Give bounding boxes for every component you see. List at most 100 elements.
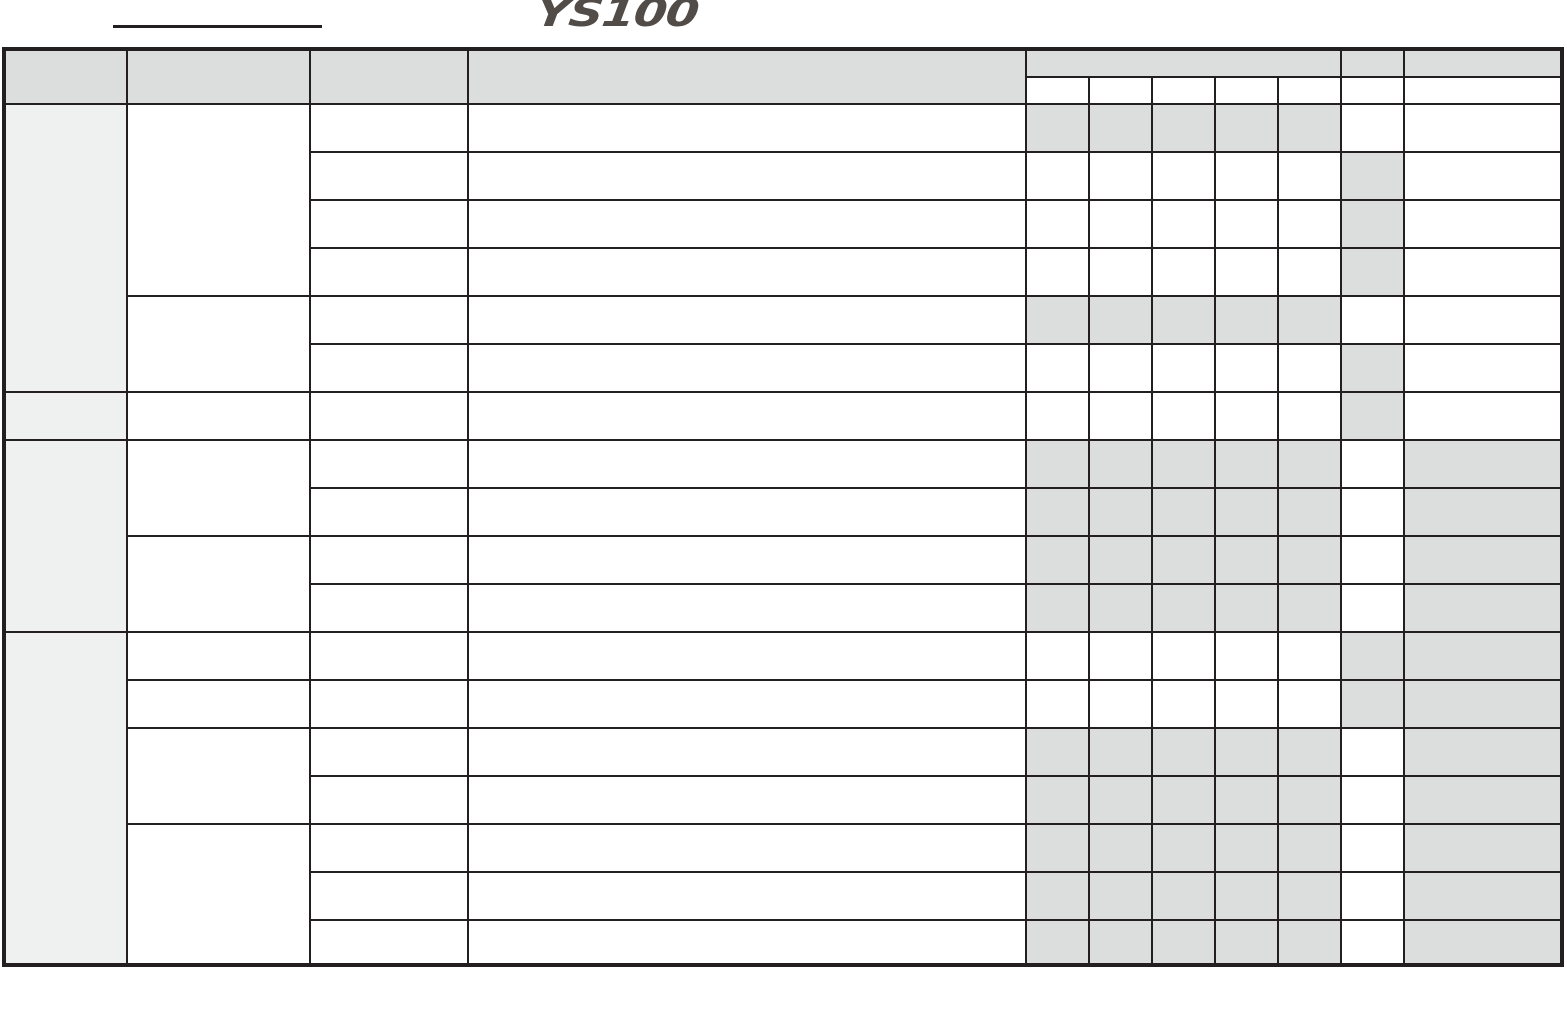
interval-cell-3 xyxy=(1151,439,1216,489)
interval-cell-2 xyxy=(1088,775,1153,825)
interval-cell-3 xyxy=(1151,391,1216,441)
extra-cell xyxy=(1340,823,1405,873)
interval-cell-4 xyxy=(1214,487,1279,537)
extra-cell xyxy=(1340,775,1405,825)
interval-cell-1 xyxy=(1025,391,1090,441)
interval-cell-3 xyxy=(1151,535,1216,585)
interval-cell-2 xyxy=(1088,439,1153,489)
header-description xyxy=(467,48,1027,105)
description-cell xyxy=(467,391,1027,441)
sub-item-cell xyxy=(309,391,469,441)
remarks-cell xyxy=(1403,871,1563,921)
interval-cell-5 xyxy=(1277,535,1342,585)
sub-item-cell xyxy=(309,343,469,393)
interval-cell-2 xyxy=(1088,391,1153,441)
sub-item-cell xyxy=(309,679,469,729)
interval-cell-5 xyxy=(1277,919,1342,966)
description-cell xyxy=(467,103,1027,153)
interval-cell-1 xyxy=(1025,247,1090,297)
interval-cell-1 xyxy=(1025,103,1090,153)
table-row xyxy=(4,535,1563,633)
remarks-cell xyxy=(1403,343,1563,393)
remarks-cell xyxy=(1403,535,1563,585)
interval-cell-4 xyxy=(1214,199,1279,249)
remarks-cell xyxy=(1403,679,1563,729)
description-cell xyxy=(467,679,1027,729)
table-row xyxy=(4,919,1563,966)
sub-item-cell xyxy=(309,871,469,921)
item-cell xyxy=(126,679,311,729)
interval-cell-4 xyxy=(1214,583,1279,633)
header-interval-3 xyxy=(1151,76,1216,105)
sub-item-cell xyxy=(309,295,469,345)
sub-item-cell xyxy=(309,583,469,633)
table-row xyxy=(4,487,1563,537)
interval-cell-1 xyxy=(1025,679,1090,729)
table-row xyxy=(3,103,1563,393)
table-row xyxy=(4,247,1563,297)
sub-item-cell xyxy=(309,247,469,297)
interval-cell-4 xyxy=(1214,295,1279,345)
remarks-cell xyxy=(1403,583,1563,633)
remarks-cell xyxy=(1403,775,1563,825)
description-cell xyxy=(467,583,1027,633)
remarks-cell xyxy=(1403,247,1563,297)
item-cell xyxy=(126,439,311,537)
table-row xyxy=(4,871,1563,921)
interval-cell-5 xyxy=(1277,487,1342,537)
description-cell xyxy=(467,823,1027,873)
interval-cell-3 xyxy=(1151,919,1216,966)
interval-cell-1 xyxy=(1025,439,1090,489)
description-cell xyxy=(467,535,1027,585)
interval-cell-3 xyxy=(1151,103,1216,153)
remarks-cell xyxy=(1403,487,1563,537)
extra-cell xyxy=(1340,631,1405,681)
interval-cell-4 xyxy=(1214,343,1279,393)
interval-cell-4 xyxy=(1214,631,1279,681)
table-row xyxy=(4,727,1563,825)
interval-cell-1 xyxy=(1025,823,1090,873)
header-item xyxy=(126,48,311,105)
table-row xyxy=(4,679,1563,729)
interval-cell-2 xyxy=(1088,103,1153,153)
interval-cell-2 xyxy=(1088,487,1153,537)
interval-cell-5 xyxy=(1277,631,1342,681)
remarks-cell xyxy=(1403,295,1563,345)
interval-cell-1 xyxy=(1025,583,1090,633)
header-sub-item xyxy=(309,48,469,105)
interval-cell-5 xyxy=(1277,679,1342,729)
interval-cell-5 xyxy=(1277,439,1342,489)
extra-cell xyxy=(1340,151,1405,201)
table-row xyxy=(3,391,1563,441)
description-cell xyxy=(467,487,1027,537)
sub-item-cell xyxy=(309,535,469,585)
extra-cell xyxy=(1340,103,1405,153)
extra-cell xyxy=(1340,247,1405,297)
interval-cell-3 xyxy=(1151,247,1216,297)
remarks-cell xyxy=(1403,103,1563,153)
item-cell xyxy=(126,631,311,681)
interval-cell-1 xyxy=(1025,631,1090,681)
extra-cell xyxy=(1340,727,1405,777)
header-extra xyxy=(1340,48,1405,78)
header-interval-group xyxy=(1025,48,1342,78)
remarks-cell xyxy=(1403,391,1563,441)
interval-cell-4 xyxy=(1214,727,1279,777)
interval-cell-4 xyxy=(1214,775,1279,825)
header-interval-1 xyxy=(1025,76,1090,105)
item-cell xyxy=(126,727,311,825)
extra-cell xyxy=(1340,487,1405,537)
table-row xyxy=(4,199,1563,249)
sub-item-cell xyxy=(309,151,469,201)
interval-cell-2 xyxy=(1088,151,1153,201)
header-extra-sub xyxy=(1340,76,1405,105)
interval-cell-5 xyxy=(1277,199,1342,249)
table-row xyxy=(3,631,1563,966)
table-row xyxy=(4,823,1563,966)
interval-cell-3 xyxy=(1151,295,1216,345)
extra-cell xyxy=(1340,343,1405,393)
interval-cell-3 xyxy=(1151,679,1216,729)
interval-cell-5 xyxy=(1277,247,1342,297)
interval-cell-3 xyxy=(1151,151,1216,201)
header-interval-5 xyxy=(1277,76,1342,105)
